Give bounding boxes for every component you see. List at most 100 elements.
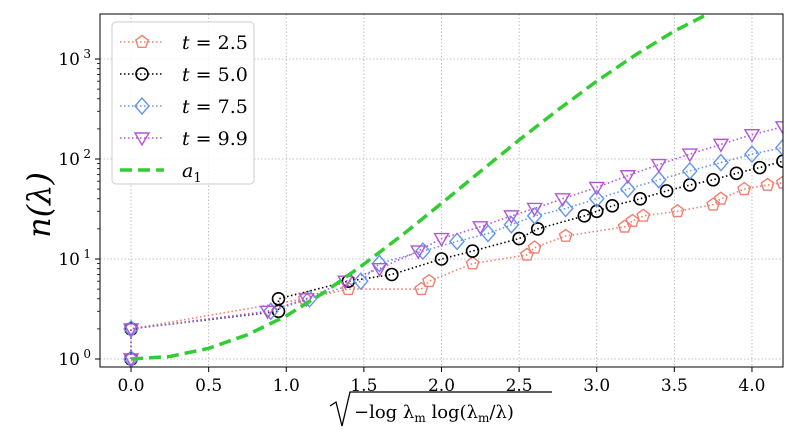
data-point-t-7-5	[123, 349, 139, 367]
x-tick-label: 0.5	[195, 376, 222, 396]
data-point-t-5-0	[605, 199, 620, 213]
y-tick-exponent: 0	[83, 347, 91, 361]
legend-value: = 2.5	[190, 32, 248, 54]
data-point-t-5-0	[577, 209, 592, 223]
series-line-t-7-5	[130, 146, 783, 359]
series-line-t-9-9	[130, 126, 783, 359]
data-point-t-5-0	[776, 154, 783, 169]
data-point-t-9-9	[712, 138, 730, 153]
data-point-t-9-9	[681, 148, 699, 163]
data-point-t-9-9	[472, 221, 489, 236]
data-point-t-2-5	[760, 177, 775, 191]
data-point-t-5-0	[512, 231, 526, 246]
legend-value: = 5.0	[190, 64, 248, 86]
data-point-t-7-5	[449, 232, 465, 251]
data-point-t-7-5	[371, 254, 388, 273]
data-point-t-7-5	[619, 180, 636, 199]
data-point-t-5-0	[271, 291, 286, 306]
data-point-t-2-5	[465, 256, 480, 270]
legend-label-t-7-5: t = 7.5	[182, 96, 248, 118]
data-point-t-9-9	[774, 121, 783, 136]
data-point-t-5-0	[465, 244, 480, 258]
series-line-t-5-0	[130, 160, 783, 359]
data-point-t-9-9	[650, 158, 668, 173]
data-point-t-2-5	[341, 281, 356, 296]
data-point-t-5-0	[659, 184, 674, 198]
data-point-t-7-5	[588, 189, 605, 208]
data-point-t-2-5	[775, 175, 783, 189]
legend-label-a1: a1	[182, 160, 202, 186]
series-layer	[122, 14, 783, 367]
data-point-t-7-5	[503, 215, 520, 234]
legend-subscript: 1	[193, 171, 201, 186]
x-tick-label: 4.0	[738, 376, 765, 396]
data-point-t-2-5	[706, 197, 721, 211]
x-tick-label: 2.0	[428, 376, 455, 396]
y-tick-label: 10 0	[58, 347, 91, 370]
data-point-t-2-5	[558, 228, 573, 242]
data-point-t-2-5	[617, 219, 632, 233]
legend-marker-t-5-0	[135, 67, 149, 81]
data-point-t-9-9	[619, 170, 636, 185]
data-point-t-9-9	[743, 128, 761, 144]
data-point-t-9-9	[122, 323, 140, 338]
data-point-t-2-5	[422, 273, 437, 288]
data-point-t-9-9	[554, 193, 571, 208]
x-axis-label: −log λm log(λm/λ)	[329, 391, 552, 427]
legend-marker-t-9-9	[133, 132, 151, 147]
data-point-t-2-5	[527, 240, 542, 254]
y-tick-exponent: 3	[83, 47, 91, 61]
data-point-t-7-5	[744, 145, 760, 164]
legend-marker-t-7-5	[134, 96, 150, 116]
y-tick-label: 10 1	[58, 247, 91, 270]
data-point-t-7-5	[712, 153, 729, 172]
series-line-a1	[130, 14, 712, 361]
y-axis-label: n(λ)	[20, 172, 58, 238]
y-tick-exponent: 2	[83, 147, 91, 161]
grid	[100, 14, 783, 367]
data-point-t-5-0	[589, 204, 604, 219]
data-point-t-7-5	[557, 199, 574, 218]
data-point-t-5-0	[752, 160, 767, 175]
data-point-t-5-0	[706, 172, 720, 187]
data-point-t-5-0	[530, 222, 545, 236]
data-point-t-2-5	[519, 247, 534, 261]
legend-box	[111, 21, 255, 185]
data-point-t-5-0	[385, 267, 399, 282]
data-point-t-7-5	[775, 138, 783, 157]
legend-marker-t-2-5	[134, 34, 150, 48]
legend-label-t-2-5: t = 2.5	[182, 32, 248, 54]
data-point-t-7-5	[526, 206, 543, 225]
legend-label-t-9-9: t = 9.9	[182, 128, 248, 150]
x-tick-label: 0.0	[118, 376, 145, 396]
data-point-t-7-5	[352, 272, 369, 291]
x-tick-label: 2.5	[506, 376, 533, 396]
x-tick-label: 3.5	[661, 376, 688, 396]
x-tick-label: 1.5	[350, 376, 377, 396]
data-point-t-9-9	[433, 232, 450, 247]
data-point-t-2-5	[713, 191, 728, 205]
sqrt-sign	[329, 391, 552, 427]
data-point-t-9-9	[588, 181, 605, 196]
data-point-t-5-0	[434, 252, 449, 266]
legend-value: = 7.5	[190, 96, 248, 118]
legend-label-t-5-0: t = 5.0	[182, 64, 248, 86]
series-line-t-2-5	[130, 181, 783, 359]
data-point-t-5-0	[633, 191, 647, 206]
y-tick-label: 10 2	[58, 147, 91, 170]
legend-value: = 9.9	[190, 128, 248, 150]
legend: t = 2.5 t = 5.0 t = 7.5 t = 9.9 a1	[111, 21, 255, 186]
y-tick-exponent: 1	[83, 247, 91, 261]
data-point-t-7-5	[650, 170, 667, 189]
data-point-t-2-5	[636, 208, 651, 222]
data-point-t-7-5	[480, 224, 496, 243]
data-point-t-5-0	[729, 166, 744, 181]
data-point-t-2-5	[625, 213, 640, 227]
data-point-t-7-5	[414, 242, 431, 261]
data-point-t-7-5	[681, 161, 698, 180]
data-point-t-9-9	[259, 305, 276, 320]
data-point-t-9-9	[409, 245, 427, 260]
x-axis-label-text: −log λm log(λm/λ)	[354, 402, 514, 425]
